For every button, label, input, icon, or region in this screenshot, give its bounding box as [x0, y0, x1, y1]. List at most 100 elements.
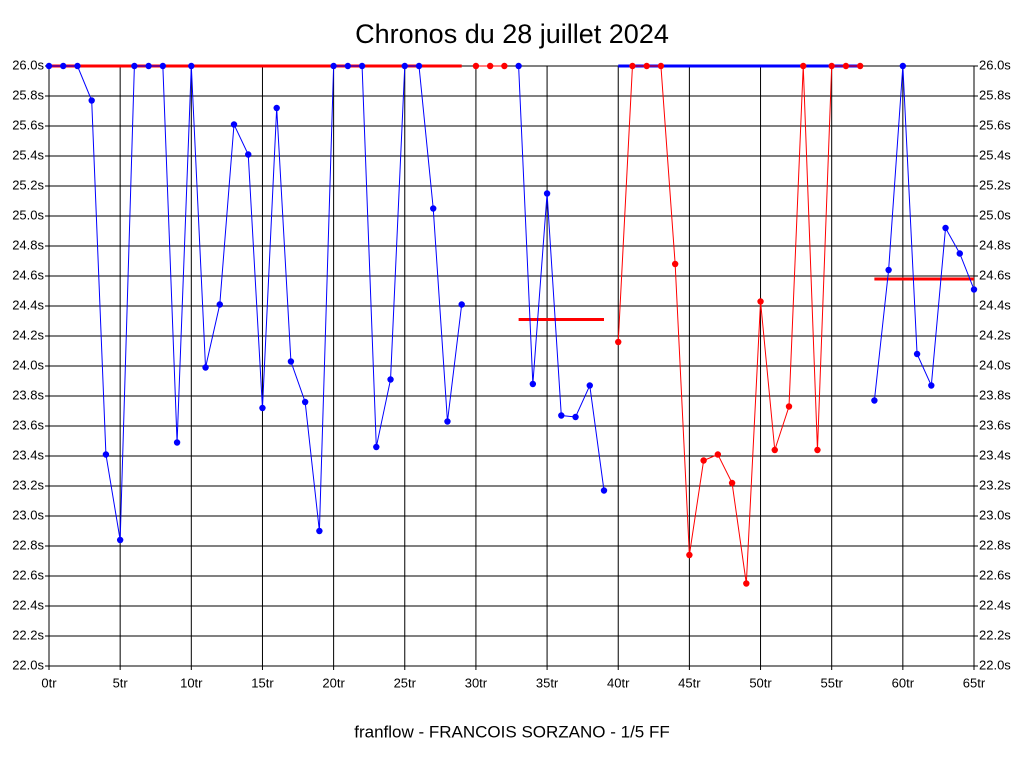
data-point [828, 62, 835, 70]
y-tick-label: 25.0s [12, 207, 44, 222]
data-point [216, 301, 223, 308]
data-point [671, 260, 679, 268]
data-point [116, 536, 124, 544]
data-point [387, 376, 394, 383]
data-point [373, 443, 380, 451]
x-tick-label: 15tr [251, 675, 274, 690]
data-point [486, 62, 494, 70]
series-line [49, 65, 463, 541]
y2-tick-label: 22.2s [979, 627, 1011, 642]
y2-tick-label: 25.8s [979, 87, 1011, 102]
y-tick-label: 22.4s [12, 597, 44, 612]
y2-tick-label: 23.4s [979, 447, 1011, 462]
data-point [301, 398, 309, 406]
data-point [586, 382, 593, 389]
x-tick-label: 45tr [678, 675, 701, 690]
data-point [657, 62, 665, 70]
y2-tick-label: 25.6s [979, 117, 1011, 132]
data-point [45, 62, 53, 70]
y-tick-label: 24.2s [12, 327, 44, 342]
data-point [871, 397, 878, 404]
y-tick-label: 22.2s [12, 627, 44, 642]
data-point [714, 451, 722, 458]
data-point [173, 439, 181, 446]
y2-tick-label: 23.2s [979, 477, 1011, 492]
data-point [88, 97, 95, 104]
y-tick-label: 26.0s [12, 57, 44, 72]
chart-subtitle: franflow - FRANCOIS SORZANO - 1/5 FF [354, 722, 670, 741]
data-point [188, 62, 195, 70]
data-point [842, 62, 850, 70]
y2-tick-label: 22.4s [979, 597, 1011, 612]
x-tick-label: 50tr [749, 675, 772, 690]
data-point [358, 62, 366, 70]
y-tick-label: 23.8s [12, 387, 44, 402]
y2-tick-label: 24.2s [979, 327, 1011, 342]
y2-tick-label: 23.6s [979, 417, 1011, 432]
data-point [700, 457, 707, 464]
y2-tick-label: 23.0s [979, 507, 1011, 522]
y-tick-label: 24.4s [12, 297, 44, 312]
y-tick-label: 22.6s [12, 567, 44, 582]
x-tick-label: 55tr [820, 675, 843, 690]
data-point [330, 62, 337, 70]
data-point [743, 580, 750, 587]
y2-tick-label: 23.8s [979, 387, 1011, 402]
series-line [873, 65, 975, 401]
data-point [273, 104, 280, 112]
data-point [785, 403, 793, 410]
data-point [543, 190, 551, 197]
data-point [615, 338, 622, 346]
y-tick-label: 23.0s [12, 507, 44, 522]
data-point [942, 224, 949, 232]
y2-tick-label: 24.4s [979, 297, 1011, 312]
data-point [814, 446, 821, 454]
y2-tick-label: 22.6s [979, 567, 1011, 582]
data-point [245, 151, 252, 158]
data-point [60, 62, 67, 70]
y-tick-label: 25.6s [12, 117, 44, 132]
x-tick-label: 10tr [180, 675, 203, 690]
x-tick-label: 40tr [607, 675, 630, 690]
y-tick-label: 25.2s [12, 177, 44, 192]
data-point [629, 62, 636, 70]
data-point [928, 382, 935, 389]
y-tick-label: 23.4s [12, 447, 44, 462]
data-point [501, 62, 508, 70]
x-tick-label: 25tr [394, 675, 417, 690]
data-point [415, 62, 423, 70]
x-tick-label: 65tr [963, 675, 986, 690]
data-point [885, 266, 892, 274]
y-tick-label: 23.6s [12, 417, 44, 432]
data-point [899, 62, 907, 70]
y2-tick-label: 24.8s [979, 237, 1011, 252]
x-tick-label: 0tr [41, 675, 57, 690]
y2-tick-label: 25.0s [979, 207, 1011, 222]
data-point [572, 413, 579, 421]
y2-tick-label: 24.6s [979, 267, 1011, 282]
y2-tick-label: 25.4s [979, 147, 1011, 162]
data-point [74, 62, 81, 70]
y-tick-label: 23.2s [12, 477, 44, 492]
data-point [316, 527, 323, 535]
x-tick-label: 60tr [892, 675, 915, 690]
data-point [515, 62, 522, 70]
data-point [202, 364, 209, 371]
data-point [472, 62, 480, 70]
y-tick-label: 25.8s [12, 87, 44, 102]
data-point [444, 418, 451, 425]
data-point [344, 62, 352, 70]
data-point [728, 479, 736, 487]
y-tick-label: 25.4s [12, 147, 44, 162]
x-tick-label: 20tr [322, 675, 345, 690]
y2-tick-label: 22.0s [979, 657, 1011, 672]
data-point [401, 62, 408, 70]
y-tick-label: 24.0s [12, 357, 44, 372]
data-point [145, 62, 152, 70]
data-point [529, 380, 537, 388]
y2-tick-label: 25.2s [979, 177, 1011, 192]
data-point [458, 301, 465, 308]
data-point [771, 446, 778, 454]
plot-frame [48, 65, 975, 667]
